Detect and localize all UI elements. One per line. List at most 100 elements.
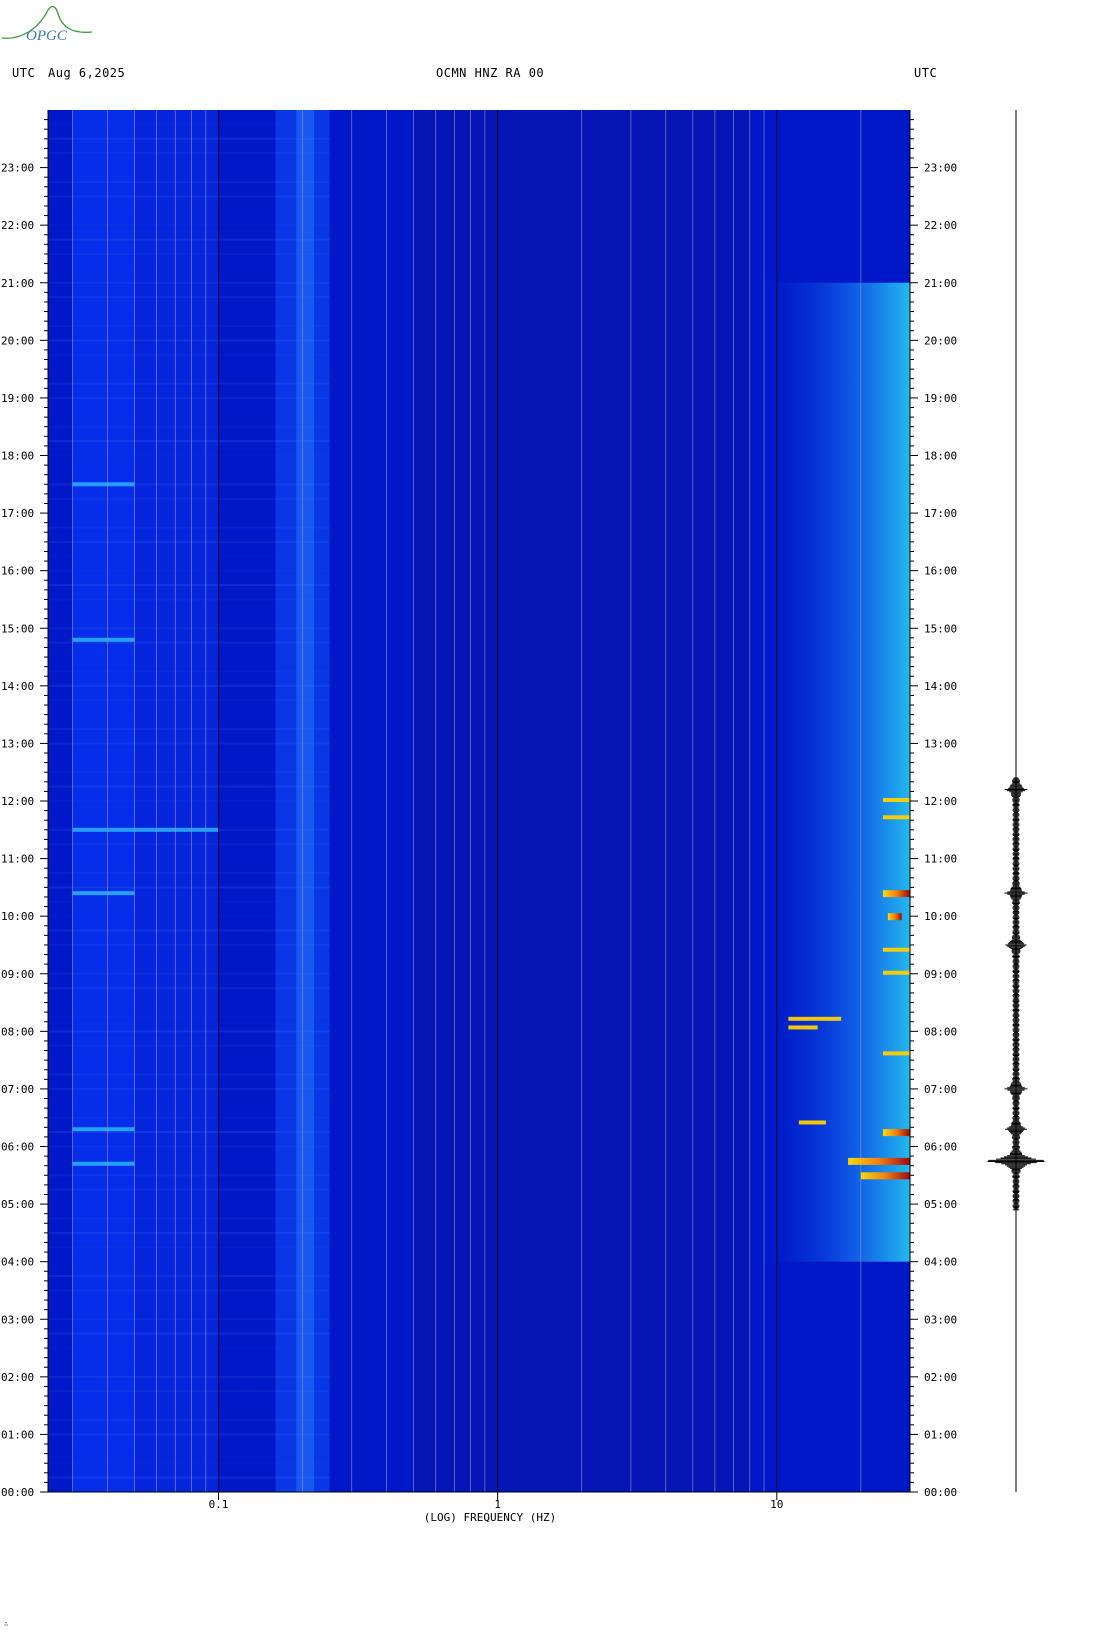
left-tick-label: 14:00	[1, 680, 34, 693]
striation	[48, 1030, 330, 1033]
striation	[48, 368, 330, 370]
striation	[48, 152, 330, 155]
bright-band	[72, 827, 219, 832]
left-tick-label: 23:00	[1, 162, 34, 175]
right-tick-label: 13:00	[924, 737, 957, 750]
event-mark	[788, 1016, 842, 1021]
striation	[48, 1419, 330, 1422]
right-tick-label: 04:00	[924, 1256, 957, 1269]
striation	[48, 281, 330, 284]
right-tick-label: 18:00	[924, 450, 957, 463]
right-tick-label: 08:00	[924, 1025, 957, 1038]
striation	[48, 886, 330, 889]
station-title: OCMN HNZ RA 00	[436, 66, 545, 80]
striation	[48, 1462, 330, 1465]
left-tick-label: 01:00	[1, 1428, 34, 1441]
left-tick-label: 18:00	[1, 450, 34, 463]
left-tick-label: 06:00	[1, 1141, 34, 1154]
striation	[48, 843, 330, 846]
right-tick-label: 02:00	[924, 1371, 957, 1384]
striation	[48, 714, 330, 716]
striation	[48, 454, 330, 457]
right-tick-label: 20:00	[924, 334, 957, 347]
striation	[48, 267, 330, 269]
striation	[48, 656, 330, 658]
opgc-logo: OPGC	[1, 5, 93, 44]
right-tick-label: 01:00	[924, 1428, 957, 1441]
event-mark	[887, 913, 902, 921]
right-tick-label: 17:00	[924, 507, 957, 520]
striation	[48, 1188, 330, 1191]
striation	[48, 1160, 330, 1162]
event-mark	[882, 970, 910, 975]
striation	[48, 382, 330, 385]
left-tick-label: 22:00	[1, 219, 34, 232]
left-tick-label: 12:00	[1, 795, 34, 808]
striation	[48, 1015, 330, 1018]
striation	[48, 1361, 330, 1363]
right-tick-label: 03:00	[924, 1313, 957, 1326]
striation	[48, 584, 330, 587]
striation	[48, 1145, 330, 1148]
striation	[48, 123, 330, 126]
right-tick-label: 14:00	[924, 680, 957, 693]
frequency-axis: 0.1 1 10	[48, 1491, 910, 1511]
striation	[48, 972, 330, 975]
event-mark	[882, 798, 910, 802]
left-timezone: UTC	[12, 66, 36, 80]
striation	[48, 252, 330, 255]
striation	[48, 1073, 330, 1076]
x-tick-label: 1	[494, 1498, 501, 1511]
striation	[48, 728, 330, 731]
striation	[48, 1102, 330, 1104]
time-axis: 00:00 00:00 01:00 01:00 02:00 02:00 03:00 03:00…	[1, 110, 957, 1499]
left-tick-label: 07:00	[1, 1083, 34, 1096]
striation	[48, 641, 330, 644]
bright-band	[72, 637, 135, 642]
bright-band	[72, 1161, 135, 1166]
striation	[48, 324, 330, 327]
striation	[48, 814, 330, 816]
striation	[48, 800, 330, 802]
striation	[48, 598, 330, 601]
right-tick-label: 21:00	[924, 277, 957, 290]
left-tick-label: 20:00	[1, 334, 34, 347]
left-tick-label: 03:00	[1, 1313, 34, 1326]
right-tick-label: 23:00	[924, 162, 957, 175]
right-tick-label: 11:00	[924, 853, 957, 866]
event-mark	[798, 1120, 826, 1125]
left-tick-label: 19:00	[1, 392, 34, 405]
bright-band	[72, 1127, 135, 1132]
striation	[48, 699, 330, 702]
x-axis-label: (LOG) FREQUENCY (HZ)	[424, 1511, 556, 1524]
striation	[48, 440, 330, 443]
striation	[48, 929, 330, 932]
event-mark	[848, 1157, 910, 1165]
right-timezone: UTC	[914, 66, 938, 80]
left-tick-label: 08:00	[1, 1025, 34, 1038]
striation	[48, 1217, 330, 1220]
striation	[48, 1375, 330, 1378]
striation	[48, 180, 330, 183]
left-tick-label: 05:00	[1, 1198, 34, 1211]
bright-band	[72, 891, 135, 896]
striation	[48, 1347, 330, 1349]
striation	[48, 1332, 330, 1335]
seismogram-trace	[987, 110, 1045, 1492]
event-mark	[788, 1025, 818, 1030]
right-tick-label: 16:00	[924, 565, 957, 578]
event-mark	[882, 815, 910, 820]
striation	[48, 785, 330, 788]
right-tick-label: 10:00	[924, 910, 957, 923]
striation	[48, 987, 330, 990]
striation	[48, 195, 330, 198]
low-freq-column-2	[134, 110, 219, 1492]
striation	[48, 742, 330, 745]
striation	[48, 1044, 330, 1047]
striation	[48, 1289, 330, 1292]
event-mark	[882, 890, 910, 898]
striation	[48, 828, 330, 831]
left-tick-label: 16:00	[1, 565, 34, 578]
striation	[48, 569, 330, 572]
